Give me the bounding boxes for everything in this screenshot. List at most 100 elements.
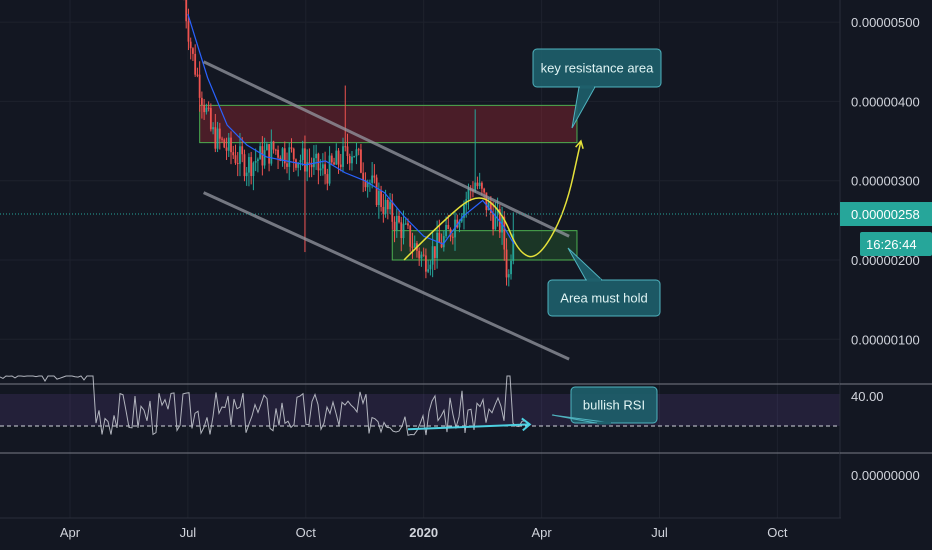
price-tick-label: 0.00000100	[851, 332, 920, 347]
candle-body	[366, 182, 369, 188]
candle-body	[503, 216, 506, 250]
candle-body	[252, 162, 255, 177]
channel-upper-line[interactable]	[202, 60, 570, 238]
candle-body	[250, 157, 253, 177]
candle-body	[440, 242, 443, 248]
candle-body	[241, 146, 244, 155]
candle-body	[223, 139, 226, 148]
candle-body	[494, 213, 497, 230]
callout-key-resistance-box	[532, 48, 662, 88]
callout-bullish-rsi-label: bullish RSI	[583, 398, 645, 413]
time-tick-label: Jul	[651, 525, 668, 540]
candle-body	[375, 177, 378, 206]
candle-body	[230, 137, 232, 153]
candle-body	[400, 222, 403, 239]
time-axis[interactable]: Apr Jul Oct 2020 Apr Jul Oct	[60, 525, 788, 540]
current-price-badge[interactable]	[840, 202, 932, 227]
countdown-badge[interactable]	[860, 232, 932, 257]
candle-body	[377, 190, 380, 206]
candle-body	[512, 233, 515, 261]
countdown-label: 16:26:44	[866, 237, 917, 252]
candle-body	[360, 149, 362, 173]
callout-key-resistance-tail-join	[580, 85, 594, 89]
candle-body	[328, 155, 331, 184]
candle-body	[297, 162, 300, 168]
candle-body	[299, 160, 302, 163]
candle-body	[355, 149, 358, 157]
candle-body	[218, 128, 221, 139]
candle-body	[505, 249, 508, 278]
candle-body	[288, 147, 291, 167]
callout-key-resistance-label: key resistance area	[541, 61, 654, 76]
candle-body	[348, 156, 351, 164]
callout-area-must-hold[interactable]: Area must hold	[547, 247, 661, 317]
candle-body	[344, 146, 347, 148]
candle-body	[196, 74, 199, 76]
candle-body	[510, 260, 512, 275]
callout-bullish-rsi-box	[570, 386, 658, 424]
current-price-label: 0.00000258	[851, 207, 920, 222]
candle-body	[507, 274, 510, 278]
candle-body	[384, 199, 387, 214]
candle-body	[290, 147, 293, 149]
projection-path[interactable]	[403, 140, 582, 261]
candle-body	[232, 152, 235, 156]
candle-body	[333, 162, 335, 165]
candle-body	[248, 157, 250, 173]
candle-body	[478, 182, 481, 187]
candle-body	[335, 150, 338, 165]
time-tick-label: Apr	[531, 525, 552, 540]
candle-body	[393, 221, 396, 231]
candle-body	[236, 162, 239, 164]
candle-body	[270, 141, 273, 164]
resistance-zone[interactable]	[199, 104, 578, 144]
candle-body	[209, 108, 212, 130]
candle-body	[192, 48, 194, 54]
channel-lower-line[interactable]	[202, 191, 570, 361]
candle-body	[337, 150, 340, 165]
candle-body	[214, 127, 217, 149]
candle-body	[411, 246, 414, 248]
candle-body	[261, 146, 264, 166]
price-tick-label: 0.00000500	[851, 15, 920, 30]
projection-arrowhead	[575, 139, 584, 149]
candle-body	[304, 148, 306, 172]
candle-body	[409, 225, 412, 247]
candle-body	[342, 146, 344, 167]
candle-body	[212, 127, 214, 130]
candle-body	[272, 141, 275, 150]
price-tick-label: 0.00000300	[851, 174, 920, 189]
candle-body	[447, 224, 450, 230]
candle-body	[256, 159, 259, 161]
price-axis[interactable]: 0.00000500 0.00000400 0.00000300 0.00000200…	[851, 15, 920, 347]
candle-body	[189, 41, 192, 49]
candle-body	[467, 188, 470, 200]
candle-body	[351, 156, 353, 164]
candle-body	[487, 202, 490, 211]
time-tick-label: Oct	[296, 525, 317, 540]
candle-body	[380, 190, 382, 207]
candle-body	[339, 164, 342, 167]
candle-body	[402, 223, 405, 239]
candle-body	[431, 246, 434, 265]
candle-body	[346, 146, 349, 157]
candle-body	[268, 144, 270, 164]
candle-body	[315, 153, 318, 159]
rsi-tick-label: 40.00	[851, 389, 884, 404]
callout-bullish-rsi-tail-join	[597, 421, 611, 425]
candle-body	[283, 148, 286, 164]
candle-body	[413, 243, 416, 248]
candle-body	[330, 155, 333, 163]
candle-body	[225, 147, 228, 151]
candle-body	[185, 0, 188, 22]
rsi-trend-line[interactable]	[407, 423, 530, 431]
callout-key-resistance[interactable]: key resistance area	[532, 48, 662, 129]
callout-bullish-rsi[interactable]: bullish RSI	[551, 386, 658, 425]
candle-body	[187, 21, 190, 42]
candle-body	[418, 250, 421, 259]
candle-body	[485, 192, 488, 211]
candle-body	[326, 174, 329, 184]
candle-body	[245, 172, 248, 177]
